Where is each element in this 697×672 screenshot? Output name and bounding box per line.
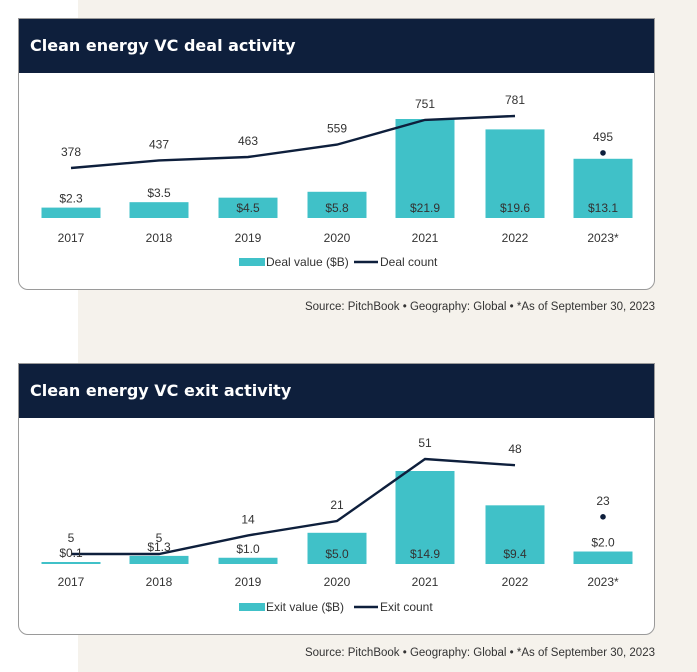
deal-legend-bar-swatch — [239, 258, 265, 266]
deal-legend-bar-label: Deal value ($B) — [266, 255, 349, 269]
exit-bar — [485, 505, 545, 564]
deal-value-label: $19.6 — [500, 201, 530, 215]
exit-bar — [573, 551, 633, 564]
deal-x-tick-label: 2020 — [324, 231, 351, 245]
deal-bar — [218, 197, 278, 218]
deal-x-tick-label: 2018 — [146, 231, 173, 245]
exit-count-point — [600, 514, 606, 520]
exit-count-label: 48 — [508, 442, 522, 456]
deal-count-label: 463 — [238, 134, 258, 148]
exit-value-label: $1.0 — [236, 542, 260, 556]
exit-value-label: $5.0 — [325, 547, 349, 561]
exit-value-label: $2.0 — [591, 536, 615, 550]
exit-count-label: 51 — [418, 436, 432, 450]
deal-count-label: 781 — [505, 93, 525, 107]
exit-activity-chart: 5 5 14 21 51 48 23 $0.1 $1.3 $1.0 $5.0 $14.9 $9.4 $2.… — [41, 436, 633, 614]
exit-bar — [129, 555, 189, 564]
exit-chart-title: Clean energy VC exit activity — [19, 364, 654, 418]
exit-x-tick-label: 2022 — [502, 575, 529, 589]
exit-legend-line-label: Exit count — [380, 600, 433, 614]
deal-count-label: 378 — [61, 145, 81, 159]
deal-value-label: $5.8 — [325, 201, 349, 215]
exit-x-tick-label: 2017 — [58, 575, 85, 589]
deal-chart-title: Clean energy VC deal activity — [19, 19, 654, 73]
exit-count-label: 14 — [241, 512, 255, 526]
exit-count-label: 5 — [156, 531, 163, 545]
exit-legend-bar-swatch — [239, 603, 265, 611]
deal-count-label: 437 — [149, 137, 169, 151]
exit-legend-bar-label: Exit value ($B) — [266, 600, 344, 614]
deal-x-tick-label: 2019 — [235, 231, 262, 245]
deal-bar — [395, 119, 455, 218]
exit-bar — [307, 532, 367, 564]
exit-x-tick-label: 2018 — [146, 575, 173, 589]
exit-value-label: $9.4 — [503, 547, 527, 561]
deal-legend-line-label: Deal count — [380, 255, 438, 269]
exit-bar — [395, 471, 455, 564]
deal-count-label: 495 — [593, 130, 613, 144]
deal-count-label: 751 — [415, 97, 435, 111]
exit-source-note: Source: PitchBook • Geography: Global • … — [304, 647, 655, 659]
deal-value-label: $3.5 — [147, 186, 171, 200]
deal-bar — [307, 191, 367, 218]
deal-x-tick-label: 2022 — [502, 231, 529, 245]
deal-source-note: Source: PitchBook • Geography: Global • … — [304, 301, 655, 313]
exit-value-label: $0.1 — [59, 546, 83, 560]
deal-count-label: 559 — [327, 122, 347, 136]
exit-count-label: 5 — [68, 531, 75, 545]
exit-bar — [218, 557, 278, 564]
exit-bar — [41, 562, 101, 564]
deal-bar — [41, 207, 101, 218]
deal-x-tick-label: 2021 — [412, 231, 439, 245]
deal-count-point — [600, 150, 606, 156]
deal-bar — [485, 129, 545, 218]
deal-value-label: $4.5 — [236, 201, 260, 215]
deal-x-tick-label: 2023* — [587, 231, 619, 245]
deal-bar — [129, 202, 189, 218]
deal-value-label: $13.1 — [588, 201, 618, 215]
exit-x-tick-label: 2019 — [235, 575, 262, 589]
exit-activity-card: Clean energy VC exit activity 5 5 14 21 51 48… — [18, 363, 655, 635]
deal-bar — [573, 158, 633, 218]
exit-x-tick-label: 2023* — [587, 575, 619, 589]
exit-count-line — [71, 457, 516, 556]
exit-count-label: 23 — [596, 494, 610, 508]
deal-count-line — [70, 114, 516, 170]
exit-x-tick-label: 2020 — [324, 575, 351, 589]
deal-activity-card: Clean energy VC deal activity 378 437 463 5… — [18, 18, 655, 290]
exit-count-label: 21 — [330, 498, 344, 512]
exit-value-label: $14.9 — [410, 547, 440, 561]
deal-x-tick-label: 2017 — [58, 231, 85, 245]
deal-activity-chart: 378 437 463 559 751 781 495 $2.3 $3.5 $4.5 $5.8 $21… — [41, 93, 633, 269]
exit-value-label: $1.3 — [147, 540, 171, 554]
exit-x-tick-label: 2021 — [412, 575, 439, 589]
deal-value-label: $21.9 — [410, 201, 440, 215]
deal-value-label: $2.3 — [59, 192, 83, 206]
